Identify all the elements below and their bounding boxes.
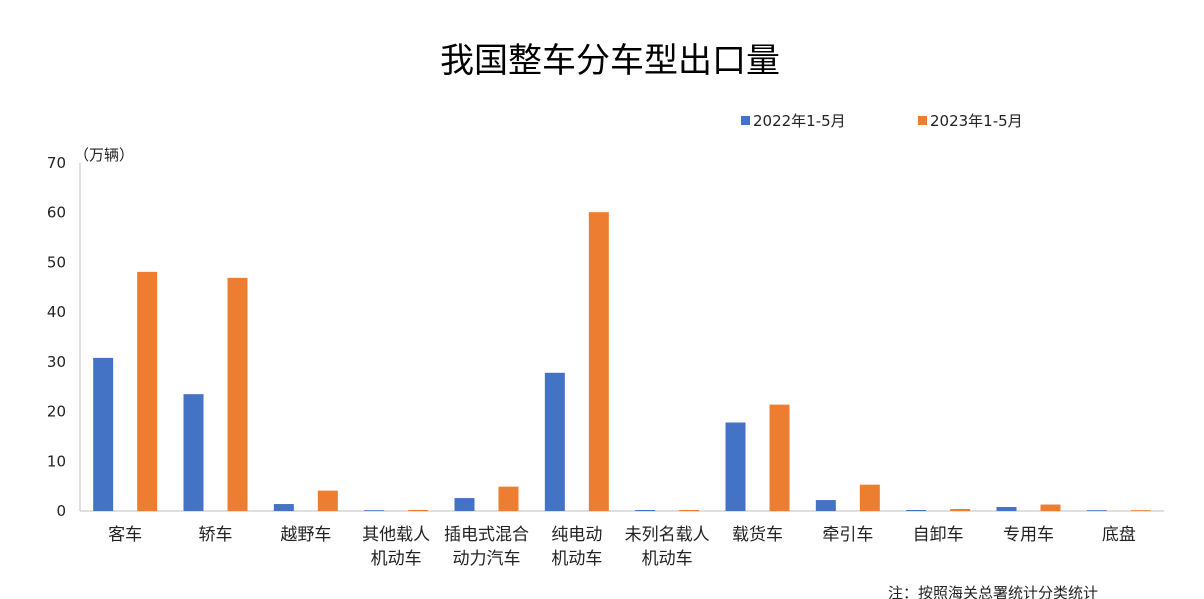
x-category-label: 机动车 — [642, 549, 693, 569]
x-category-label: 动力汽车 — [453, 549, 521, 569]
bar — [93, 357, 114, 511]
bar — [906, 510, 927, 511]
x-category-label: 底盘 — [1102, 525, 1136, 545]
legend: 2022年1-5月 2023年1-5月 — [741, 112, 1023, 130]
y-tick-label: 70 — [47, 154, 66, 172]
bar — [227, 277, 248, 511]
bar — [183, 394, 204, 511]
x-category-label: 未列名载人 — [625, 525, 710, 545]
bar — [1086, 510, 1107, 511]
bar — [996, 507, 1017, 511]
bar — [1040, 504, 1061, 511]
x-category-label: 插电式混合 — [444, 525, 529, 545]
bar — [815, 500, 836, 511]
bar — [950, 509, 971, 511]
bar — [317, 490, 338, 511]
legend-label: 2022年1-5月 — [753, 112, 846, 130]
bar — [725, 422, 746, 511]
y-tick-label: 40 — [47, 303, 66, 321]
x-category-label: 越野车 — [280, 525, 331, 545]
bar — [273, 504, 294, 511]
bar — [544, 372, 565, 511]
legend-label: 2023年1-5月 — [930, 112, 1023, 130]
bar — [679, 510, 700, 511]
y-tick-label: 50 — [47, 253, 66, 271]
bar — [635, 510, 656, 511]
legend-swatch — [741, 116, 750, 125]
footnote: 注：按照海关总署统计分类统计 — [888, 584, 1098, 599]
x-category-label: 纯电动 — [551, 525, 602, 545]
y-tick-label: 60 — [47, 204, 66, 222]
bar — [498, 486, 519, 511]
bar — [588, 212, 609, 511]
x-category-label: 客车 — [108, 525, 142, 545]
y-tick-label: 30 — [47, 353, 66, 371]
x-category-label: 轿车 — [199, 525, 233, 545]
chart-title: 我国整车分车型出口量 — [440, 41, 780, 81]
y-tick-label: 0 — [56, 502, 66, 520]
bar — [408, 510, 429, 511]
bar — [364, 510, 385, 511]
y-axis-unit-label: （万辆） — [74, 146, 134, 164]
bar — [137, 271, 158, 511]
bar — [859, 484, 880, 511]
x-category-label: 专用车 — [1003, 525, 1054, 545]
x-category-label: 机动车 — [551, 549, 602, 569]
x-category-label: 机动车 — [371, 549, 422, 569]
x-category-label: 自卸车 — [913, 525, 964, 545]
legend-swatch — [918, 116, 927, 125]
y-tick-label: 10 — [47, 452, 66, 470]
bar — [1130, 510, 1151, 511]
x-category-label: 载货车 — [732, 525, 783, 545]
bar — [454, 498, 475, 511]
y-tick-label: 20 — [47, 403, 66, 421]
bar — [769, 404, 790, 511]
x-category-label: 其他载人 — [362, 525, 430, 545]
x-category-label: 牵引车 — [822, 525, 873, 545]
